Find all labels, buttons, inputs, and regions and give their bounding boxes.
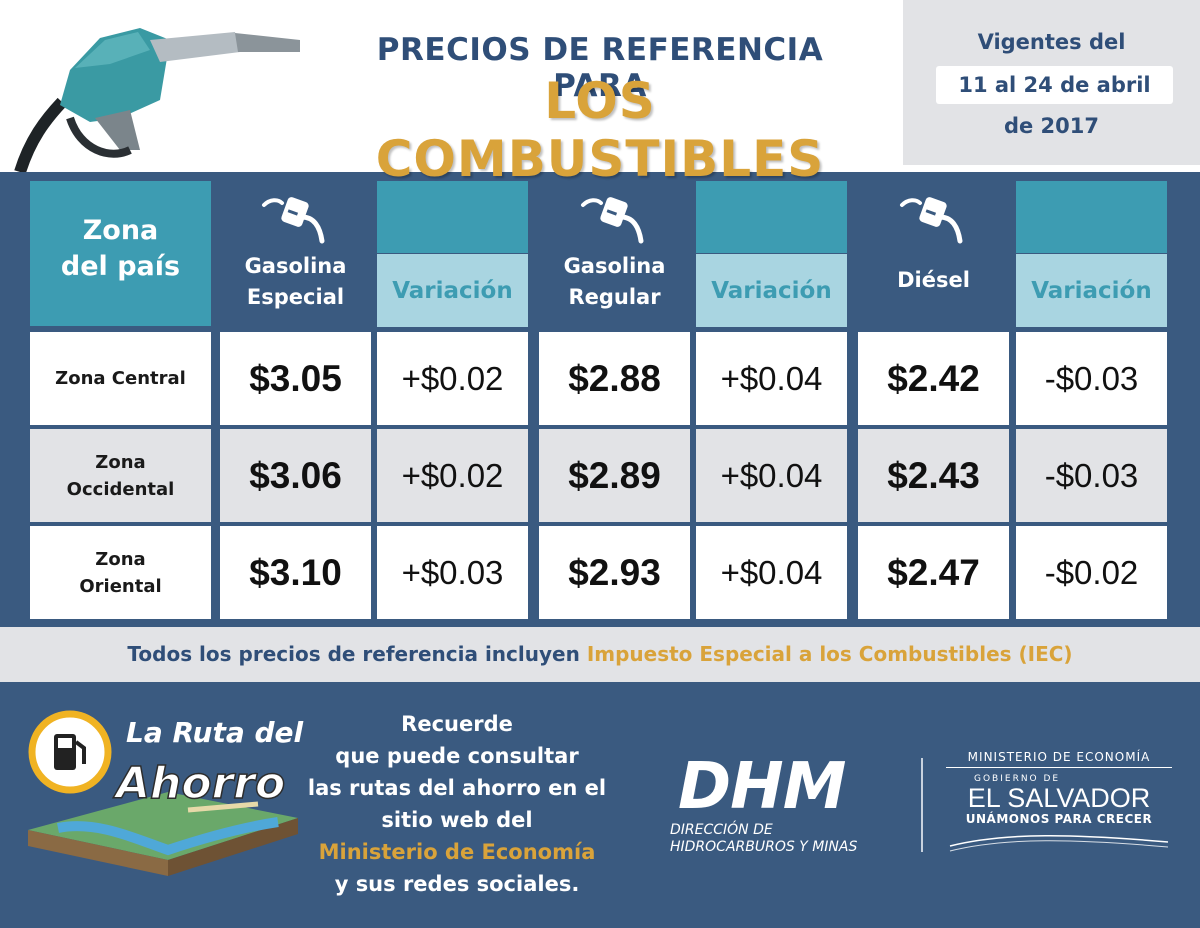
variation-header: Variación — [377, 254, 528, 327]
price-cell: $3.05 — [220, 332, 371, 425]
government-logo: MINISTERIO DE ECONOMÍA GOBIERNO DE EL SA… — [946, 750, 1172, 860]
variation-cell: +$0.04 — [696, 332, 847, 425]
price-cell: $2.42 — [858, 332, 1009, 425]
ruta-line-2: Ahorro — [113, 758, 285, 809]
government-slogan: UNÁMONOS PARA CRECER — [965, 812, 1153, 826]
price-cell: $2.47 — [858, 526, 1009, 619]
zone-column-header: Zona del país — [30, 181, 211, 326]
reminder-line: sitio web del — [381, 808, 533, 832]
zone-cell-occidental: Zona Occidental — [30, 429, 211, 522]
price-cell: $2.93 — [539, 526, 690, 619]
ruta-line-1: La Ruta del — [126, 716, 304, 749]
validity-box: Vigentes del 11 al 24 de abril de 2017 — [903, 0, 1200, 165]
dhm-logo: DHM DIRECCIÓN DE HIDROCARBUROS Y MINAS — [668, 750, 908, 860]
fuel-name-line-2: Regular — [568, 285, 661, 309]
price-cell: $2.43 — [858, 429, 1009, 522]
zone-header-line-1: Zona — [82, 215, 159, 246]
validity-dates: 11 al 24 de abril — [936, 66, 1173, 104]
zone-cell-oriental: Zona Oriental — [30, 526, 211, 619]
price-cell: $3.10 — [220, 526, 371, 619]
zone-name-line-2: Oriental — [79, 575, 162, 597]
fuel-name-line-1: Diésel — [897, 268, 970, 292]
validity-year: de 2017 — [1003, 114, 1100, 138]
dhm-subtitle: DIRECCIÓN DE HIDROCARBUROS Y MINAS — [670, 822, 857, 856]
variation-header-top — [696, 181, 847, 253]
fuel-header-gasolina-regular: Gasolina Regular — [539, 181, 690, 326]
fuel-header-diesel: Diésel — [858, 181, 1009, 326]
fuel-pump-icon — [54, 734, 86, 770]
fuel-nozzle-icon — [899, 197, 962, 244]
tax-note-highlight: Impuesto Especial a los Combustibles (IE… — [586, 642, 1073, 666]
wave-lines-graphic — [949, 834, 1169, 852]
price-cell: $3.06 — [220, 429, 371, 522]
dhm-subtitle-line-2: HIDROCARBUROS Y MINAS — [670, 839, 858, 855]
reminder-line: las rutas del ahorro en el — [307, 776, 607, 800]
fuel-name-line-2: Especial — [246, 285, 345, 309]
variation-header-top — [377, 181, 528, 253]
variation-cell: -$0.03 — [1016, 332, 1167, 425]
zone-header-line-2: del país — [60, 251, 181, 282]
variation-cell: -$0.03 — [1016, 429, 1167, 522]
reminder-line: y sus redes sociales. — [334, 872, 580, 896]
tax-note: Todos los precios de referencia incluyen… — [0, 627, 1200, 682]
fuel-name-line-1: Gasolina — [563, 254, 666, 278]
la-ruta-del-ahorro-logo: La Ruta del Ahorro — [28, 710, 304, 876]
header: PRECIOS DE REFERENCIA PARA LOS COMBUSTIB… — [0, 0, 1200, 188]
variation-cell: +$0.02 — [377, 429, 528, 522]
variation-cell: +$0.03 — [377, 526, 528, 619]
reminder-line: Recuerde — [401, 712, 513, 736]
validity-label: Vigentes del — [977, 30, 1126, 54]
zone-name-line-2: Occidental — [66, 478, 175, 500]
title-line-1: PRECIOS DE REFERENCIA PARA — [376, 32, 824, 104]
logo-divider — [921, 758, 923, 852]
variation-cell: +$0.04 — [696, 429, 847, 522]
gobierno-label: GOBIERNO DE — [974, 774, 1061, 784]
reminder-line: que puede consultar — [335, 744, 579, 768]
variation-header: Variación — [1016, 254, 1167, 327]
variation-header-top — [1016, 181, 1167, 253]
dhm-subtitle-line-1: DIRECCIÓN DE — [670, 822, 773, 838]
zone-cell-central: Zona Central — [30, 332, 211, 425]
reminder-text: Recuerde que puede consultar las rutas d… — [292, 708, 622, 900]
fuel-header-gasolina-especial: Gasolina Especial — [220, 181, 371, 326]
fuel-nozzle-illustration — [14, 28, 300, 172]
variation-cell: -$0.02 — [1016, 526, 1167, 619]
zone-name-line-1: Zona — [95, 548, 146, 570]
title-line-2: LOS COMBUSTIBLES — [375, 72, 825, 188]
fuel-name-line-1: Gasolina — [244, 254, 347, 278]
reminder-ministry-link: Ministerio de Economía — [318, 840, 596, 864]
zone-name: Zona Central — [55, 368, 186, 389]
dhm-wordmark: DHM — [678, 750, 846, 824]
tax-note-text: Todos los precios de referencia incluyen — [127, 642, 587, 666]
fuel-nozzle-icon — [580, 197, 643, 244]
zone-name-line-1: Zona — [95, 451, 146, 473]
ministry-name: MINISTERIO DE ECONOMÍA — [946, 750, 1172, 768]
price-cell: $2.88 — [539, 332, 690, 425]
country-name: EL SALVADOR — [967, 783, 1151, 813]
variation-cell: +$0.02 — [377, 332, 528, 425]
price-cell: $2.89 — [539, 429, 690, 522]
variation-header: Variación — [696, 254, 847, 327]
fuel-nozzle-icon — [261, 197, 324, 244]
variation-cell: +$0.04 — [696, 526, 847, 619]
